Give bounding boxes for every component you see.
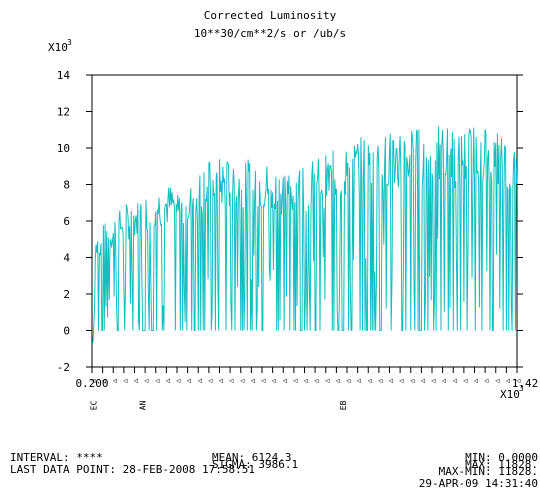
y-tick-label: -2	[57, 361, 70, 374]
footer-last-data-point: LAST DATA POINT: 28-FEB-2008 17:58:51	[10, 463, 256, 476]
luminosity-series	[92, 126, 518, 344]
y-axis: -2 0 2 4 6 8 10 12 14	[57, 69, 523, 374]
y-tick-label: 10	[57, 142, 70, 155]
x-tick-glyph: △	[132, 378, 140, 383]
x-tick-glyph: △	[514, 378, 522, 383]
x-tick-glyph: △	[100, 378, 108, 383]
y-tick-label: 12	[57, 106, 70, 119]
x-tick-glyph: △	[163, 378, 171, 383]
x-tick-glyph: △	[312, 378, 320, 383]
luminosity-chart: Corrected Luminosity 10**30/cm**2/s or /…	[48, 9, 539, 410]
x-tick-glyph: △	[280, 378, 288, 383]
x-tick-glyph: △	[397, 378, 405, 383]
x-tick-glyph: △	[270, 378, 278, 383]
footer-min: MIN: 0.0000	[465, 451, 538, 464]
y-tick-label: 6	[63, 215, 70, 228]
x-axis: △ △ △ △ △ △ △ △ △ △ △ △ △ △ △ △ △ △ △ △ △ △ △ △ △ △ △ △ △ △ △ △ △ △ △ △ △ △ △ △…	[89, 367, 522, 410]
x-tick-glyph: △	[174, 378, 182, 383]
svg-text:3: 3	[519, 384, 524, 393]
x-tick-glyph: △	[344, 378, 352, 383]
footer-timestamp: 29-APR-09 14:31:40	[418, 477, 538, 490]
svg-text:X10: X10	[48, 41, 68, 54]
footer-sigma: SIGMA: 3986.1	[212, 458, 299, 471]
x-tick-glyph: △	[365, 378, 373, 383]
y-tick-label: 2	[63, 288, 70, 301]
footer-interval: INTERVAL: ****	[10, 451, 103, 464]
x-tick-glyph: △	[472, 378, 480, 383]
y-tick-label: 8	[63, 179, 70, 192]
chart-title: Corrected Luminosity	[204, 9, 337, 22]
x-tick-glyph: △	[429, 378, 437, 383]
x-tick-glyph: △	[206, 378, 214, 383]
x-tick-glyph: △	[418, 378, 426, 383]
x-tick-glyph: △	[259, 378, 267, 383]
month-label: JAN	[139, 400, 148, 410]
footer-max: MAX: 11828.	[465, 458, 538, 471]
x-tick-glyph: △	[89, 378, 97, 383]
x-tick-glyph: △	[185, 378, 193, 383]
x-tick-glyph: △	[302, 378, 310, 383]
x-tick-glyph: △	[238, 378, 246, 383]
x-tick-glyph: △	[482, 378, 490, 383]
month-label: FEB	[339, 400, 348, 410]
y-tick-label: 4	[63, 252, 70, 265]
x-tick-glyph: △	[142, 378, 150, 383]
chart-subtitle: 10**30/cm**2/s or /ub/s	[194, 27, 346, 40]
x-tick-glyph: △	[110, 378, 118, 383]
x-end-label: 1.42	[512, 377, 539, 390]
x-multiplier-label: X10 3	[500, 384, 524, 401]
month-label: DEC	[90, 400, 99, 410]
x-tick-glyph: △	[493, 378, 501, 383]
luminosity-line	[92, 126, 518, 344]
svg-text:X10: X10	[500, 388, 520, 401]
x-tick-glyph: △	[440, 378, 448, 383]
x-start-label: 0.200	[75, 377, 108, 390]
x-tick-glyph: △	[333, 378, 341, 383]
x-tick-glyph: △	[217, 378, 225, 383]
y-multiplier-label: X10 3	[48, 38, 72, 54]
x-tick-glyph: △	[461, 378, 469, 383]
x-tick-glyph: △	[121, 378, 129, 383]
footer-mean: MEAN: 6124.3	[212, 451, 292, 464]
x-tick-glyph: △	[248, 378, 256, 383]
x-tick-glyph: △	[376, 378, 384, 383]
x-tick-glyph: △	[355, 378, 363, 383]
footer-max-min: MAX-MIN: 11828.	[438, 465, 538, 478]
x-tick-glyph: △	[323, 378, 331, 383]
x-tick-glyph: △	[450, 378, 458, 383]
x-tick-glyph: △	[227, 378, 235, 383]
y-tick-label: 0	[63, 325, 70, 338]
x-tick-glyph: △	[387, 378, 395, 383]
y-tick-label: 14	[57, 69, 71, 82]
x-tick-glyph: △	[408, 378, 416, 383]
x-tick-glyph: △	[503, 378, 511, 383]
svg-text:3: 3	[67, 38, 72, 47]
x-tick-glyph: △	[153, 378, 161, 383]
x-tick-glyph: △	[195, 378, 203, 383]
x-tick-glyph: △	[291, 378, 299, 383]
